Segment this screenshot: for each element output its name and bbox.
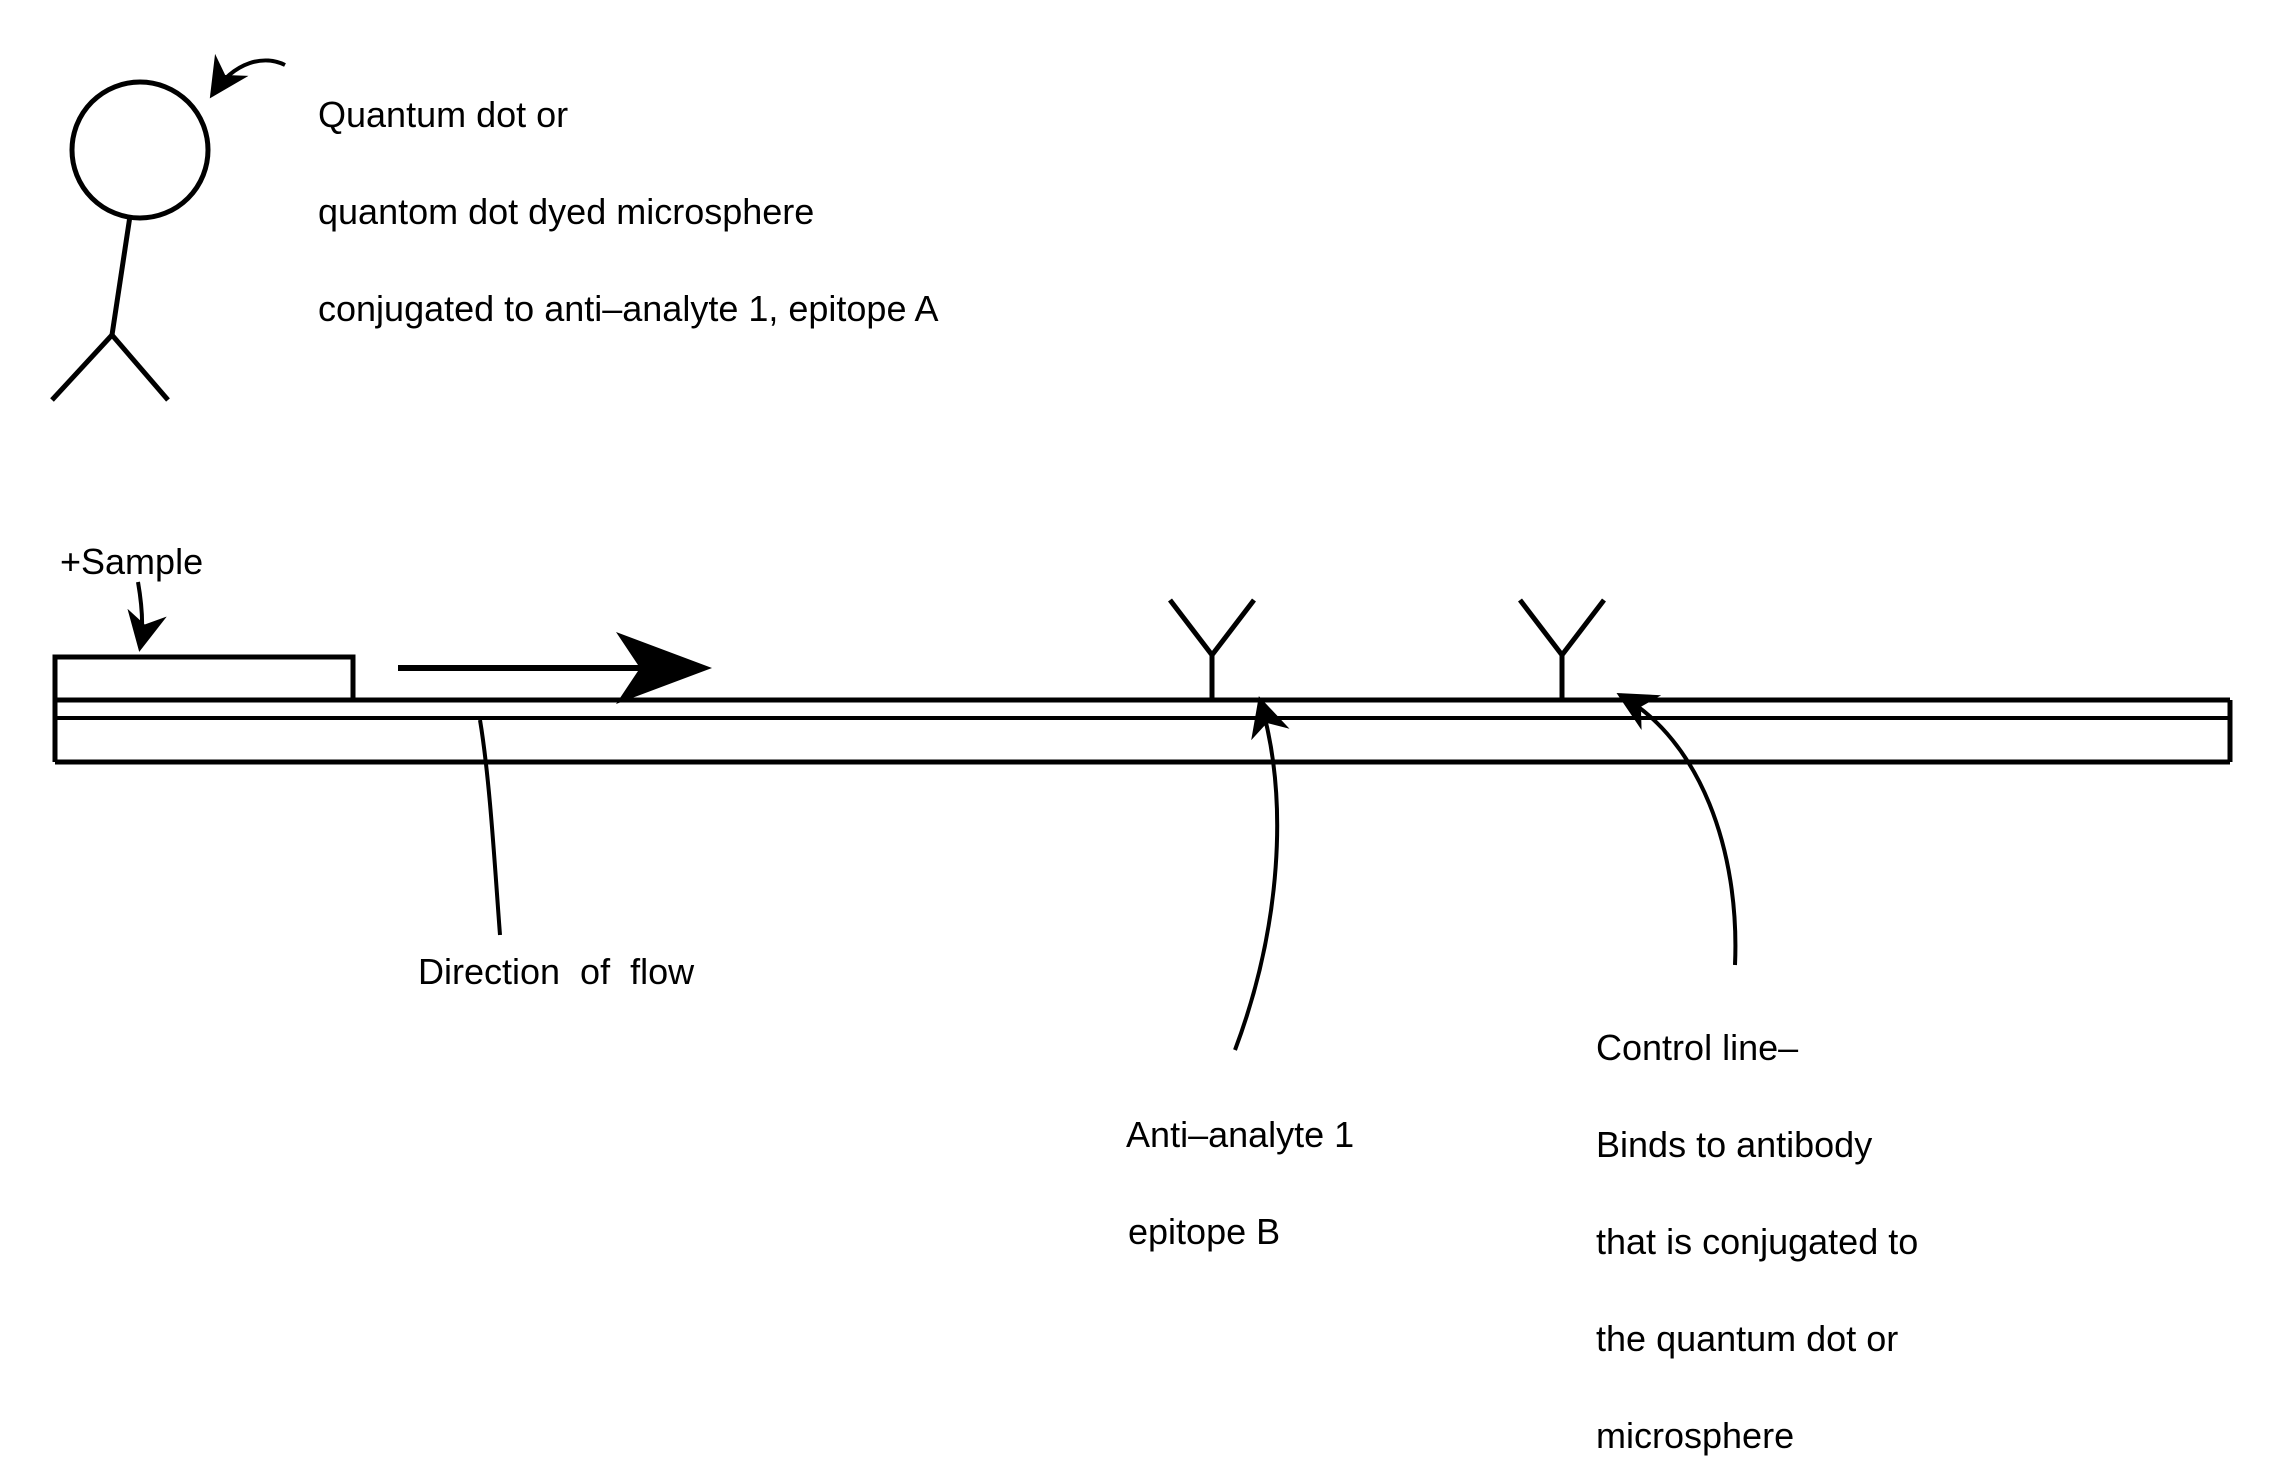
control-line-label-line1: Control line– [1596,1027,1798,1068]
control-line-label-line3: that is conjugated to [1596,1221,1918,1262]
control-line-label-line5: microsphere [1596,1415,1794,1456]
quantum-dot-label: Quantum dot or quantom dot dyed microsph… [298,42,939,334]
anti-analyte-label-arrow [1235,700,1277,1050]
quantum-dot-circle [72,82,208,218]
anti-analyte-label-line2: epitope B [1128,1211,1280,1252]
anti-analyte-label-line1: Anti–analyte 1 [1126,1114,1354,1155]
control-line-label-line4: the quantum dot or [1596,1318,1898,1359]
quantum-dot-leg-left [52,335,112,400]
anti-analyte-antibody-y-icon [1170,600,1254,700]
quantum-dot-leg-right [112,335,168,400]
quantum-dot-label-line3: conjugated to anti–analyte 1, epitope A [318,288,939,329]
sample-label: +Sample [60,538,203,587]
direction-of-flow-label: Direction of flow [418,948,694,997]
quantum-dot-label-line1: Quantum dot or [318,94,568,135]
control-line-label-arrow [1620,695,1735,965]
control-line-label-line2: Binds to antibody [1596,1124,1872,1165]
anti-analyte-label: Anti–analyte 1 epitope B [1108,1062,1354,1256]
quantum-dot-label-arrow [212,60,285,95]
quantum-dot-glyph [52,82,208,400]
quantum-dot-label-line2: quantom dot dyed microsphere [318,191,814,232]
control-line-label: Control line– Binds to antibody that is … [1576,975,1918,1461]
sample-pad-rect [55,657,353,700]
control-line-antibody-y-icon [1520,600,1604,700]
quantum-dot-stem [112,216,130,335]
lateral-flow-strip [55,657,2230,762]
flow-label-arrow [480,720,500,935]
sample-label-arrow [138,582,142,648]
